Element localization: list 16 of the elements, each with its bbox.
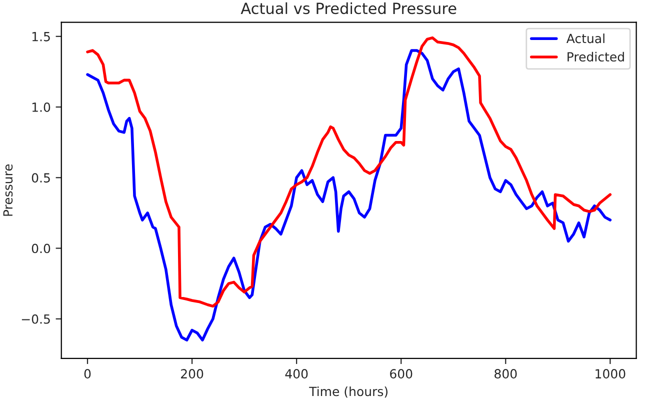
x-tick-label: 800 [494, 369, 517, 379]
y-axis-title: Pressure [3, 164, 13, 216]
y-tick-label: −0.5 [22, 314, 50, 324]
x-tick-label: 600 [390, 369, 412, 379]
x-tick-label: 1000 [596, 369, 626, 379]
x-tick-label: 400 [285, 369, 308, 379]
legend-label: Predicted [568, 52, 624, 62]
y-tick-label: 0.0 [32, 244, 50, 254]
y-tick-label: 1.5 [32, 32, 50, 42]
legend-label: Actual [566, 34, 604, 44]
x-tick-label: 200 [181, 369, 204, 379]
x-tick-label: 0 [84, 369, 91, 379]
chart-title: Actual vs Predicted Pressure [240, 2, 456, 14]
x-axis-title: Time (hours) [309, 386, 388, 398]
y-tick-label: 0.5 [32, 173, 50, 183]
y-tick-label: 1.0 [32, 102, 50, 112]
